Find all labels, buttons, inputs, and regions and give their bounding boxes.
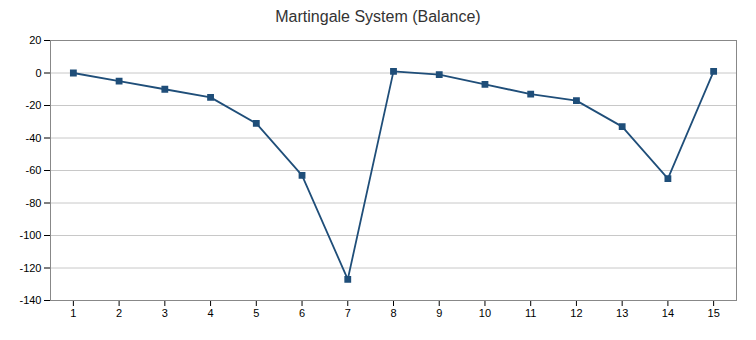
svg-text:0: 0	[35, 67, 41, 79]
svg-text:2: 2	[116, 307, 122, 319]
svg-text:-80: -80	[26, 197, 42, 209]
svg-text:5: 5	[253, 307, 259, 319]
svg-text:3: 3	[162, 307, 168, 319]
svg-text:-40: -40	[26, 132, 42, 144]
svg-text:4: 4	[208, 307, 214, 319]
svg-text:1: 1	[70, 307, 76, 319]
svg-text:-20: -20	[26, 99, 42, 111]
svg-text:15: 15	[708, 307, 720, 319]
svg-text:13: 13	[616, 307, 628, 319]
svg-text:-140: -140	[19, 294, 41, 306]
svg-text:8: 8	[390, 307, 396, 319]
svg-text:7: 7	[345, 307, 351, 319]
svg-text:12: 12	[570, 307, 582, 319]
svg-text:11: 11	[525, 307, 536, 319]
svg-text:9: 9	[436, 307, 442, 319]
svg-text:6: 6	[299, 307, 305, 319]
svg-text:10: 10	[479, 307, 491, 319]
svg-text:-100: -100	[19, 229, 41, 241]
html-text:Martingale System (Balance): Martingale System (Balance)	[275, 8, 481, 25]
svg-text:20: 20	[29, 34, 41, 46]
svg-text:14: 14	[662, 307, 674, 319]
svg-text:-120: -120	[19, 262, 41, 274]
svg-text:-60: -60	[26, 164, 42, 176]
